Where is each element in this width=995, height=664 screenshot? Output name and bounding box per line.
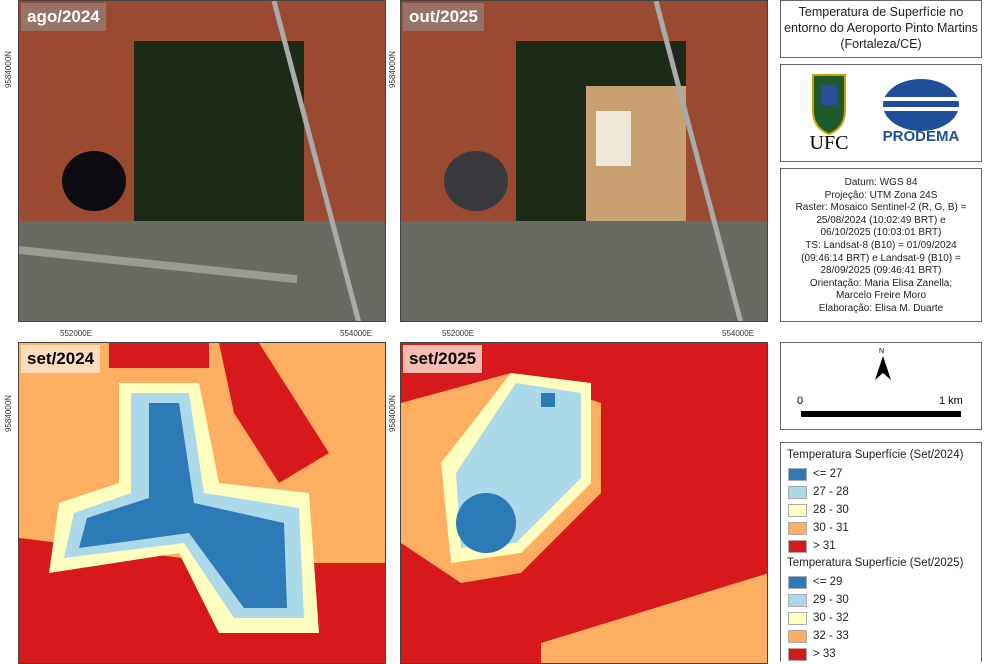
- north-label: N: [879, 348, 885, 355]
- legend-item: 27 - 28: [787, 483, 981, 501]
- legend-item: 30 - 31: [787, 519, 981, 537]
- info-line: Projeção: UTM Zona 24S: [824, 189, 938, 201]
- temperature-raster: [401, 343, 767, 663]
- info-line: Elaboração: Elisa M. Duarte: [818, 302, 944, 314]
- coord-easting-1: 552000E: [60, 329, 93, 338]
- coord-northing: 9584000N: [388, 395, 397, 432]
- info-line: Raster: Mosaico Sentinel-2 (R, G, B) =: [795, 202, 967, 214]
- map-temperature-2024: set/2024: [18, 342, 386, 664]
- svg-text:UFC: UFC: [810, 132, 849, 154]
- legend-item: 32 - 33: [787, 627, 981, 645]
- legend-item: 29 - 30: [787, 591, 981, 609]
- map-satellite-2024: ago/2024: [18, 0, 386, 322]
- temperature-raster: [19, 343, 385, 663]
- legend-item: 30 - 32: [787, 609, 981, 627]
- legend-title-2024: Temperatura Superfície (Set/2024): [787, 449, 964, 461]
- legend-title-2025: Temperatura Superfície (Set/2025): [787, 557, 964, 569]
- panel-label: set/2024: [21, 345, 101, 373]
- logos: UFC PRODEMA: [780, 64, 982, 162]
- map-title: Temperatura de Superfície no entorno do …: [780, 0, 982, 58]
- info-line: Marcelo Freire Moro: [835, 290, 927, 302]
- panel-label: ago/2024: [21, 3, 106, 31]
- map-satellite-2025: out/2025: [400, 0, 768, 322]
- north-arrow-icon: [875, 356, 891, 380]
- coord-easting-2: 554000E: [722, 329, 755, 338]
- coord-easting-1: 552000E: [442, 329, 475, 338]
- scale-start: 0: [797, 395, 804, 407]
- map-temperature-2025: set/2025: [400, 342, 768, 664]
- legend-item: <= 29: [787, 573, 981, 591]
- legend: Temperatura Superfície (Set/2024) <= 27 …: [780, 442, 982, 662]
- panel-label: set/2025: [403, 345, 483, 373]
- svg-text:PRODEMA: PRODEMA: [883, 128, 960, 145]
- legend-item: > 33: [787, 645, 981, 663]
- satellite-image: [401, 1, 767, 321]
- info-line: 25/08/2024 (10:02:49 BRT) e: [816, 214, 946, 226]
- info-line: Datum: WGS 84: [844, 177, 918, 188]
- scale-end: 1 km: [939, 395, 963, 407]
- map-metadata: Datum: WGS 84 Projeção: UTM Zona 24S Ras…: [780, 168, 982, 322]
- legend-item: > 31: [787, 537, 981, 555]
- info-line: (09:46:14 BRT) e Landsat-9 (B10) =: [801, 252, 961, 264]
- legend-item: <= 27: [787, 465, 981, 483]
- info-line: 06/10/2025 (10:03:01 BRT): [820, 227, 942, 239]
- ufc-logo: UFC PRODEMA: [810, 74, 960, 154]
- coord-northing: 9584000N: [388, 51, 397, 88]
- info-line: Orientação: Maria Elisa Zanella;: [809, 277, 953, 289]
- info-line: 28/09/2025 (09:46:41 BRT): [820, 265, 942, 277]
- coord-easting-2: 554000E: [340, 329, 373, 338]
- legend-item: 28 - 30: [787, 501, 981, 519]
- info-line: TS: Landsat-8 (B10) = 01/09/2024: [805, 239, 957, 251]
- scale-north-box: N 0 1 km: [780, 342, 982, 430]
- coord-northing: 9584000N: [4, 395, 13, 432]
- satellite-image: [19, 1, 385, 321]
- scale-bar: [801, 411, 961, 417]
- coord-northing: 9584000N: [4, 51, 13, 88]
- panel-label: out/2025: [403, 3, 484, 31]
